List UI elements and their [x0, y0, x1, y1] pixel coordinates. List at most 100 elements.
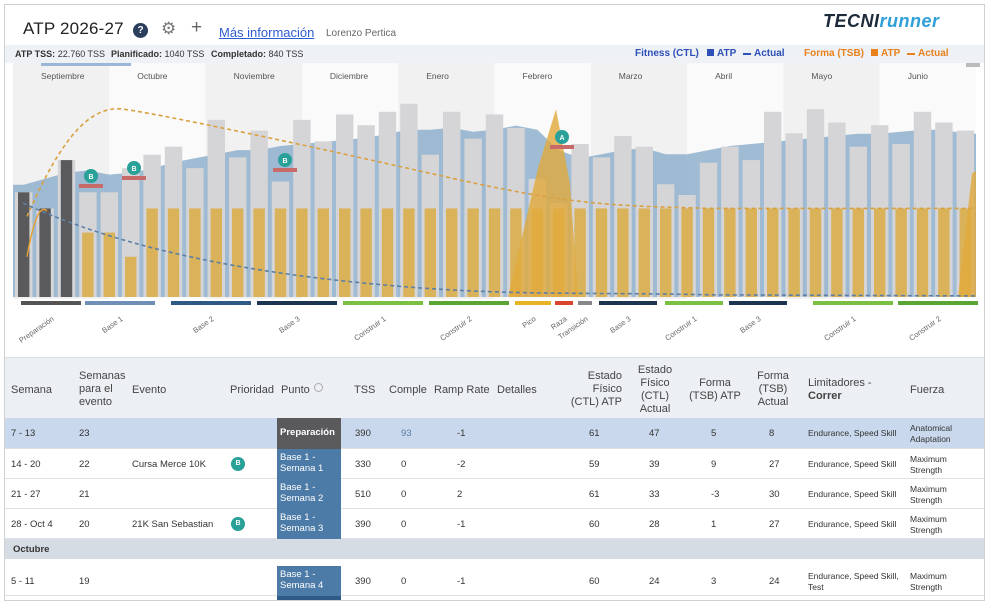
actual-bar — [660, 208, 672, 297]
trophy-icon[interactable]: B — [231, 517, 245, 531]
legend-form-atp-swatch — [871, 49, 878, 56]
stats-bar: ATP TSS: 22.760 TSS Planificado: 1040 TS… — [5, 45, 984, 63]
col-fuerza[interactable]: Fuerza — [910, 384, 945, 396]
cell-weeks: 23 — [79, 428, 90, 439]
form-planned-line — [26, 108, 976, 217]
table-row[interactable]: 21 - 27 21 Base 1 - Semana 2 510 0 2 61 33 -3 30 E… — [5, 479, 984, 509]
current-month-marker — [41, 63, 131, 66]
col-limitadores[interactable]: Limitadores - Correr — [808, 377, 872, 403]
race-marker-bar — [122, 176, 146, 180]
legend-form-atp[interactable]: ATP — [881, 48, 901, 59]
actual-bar — [18, 192, 30, 297]
table-row[interactable]: Base 2 - Endurance, Force, — [5, 596, 984, 601]
actual-bar — [809, 208, 822, 297]
add-icon[interactable]: + — [191, 17, 203, 38]
table-row[interactable]: 5 - 11 19 Base 1 - Semana 4 390 0 -1 60 24 3 24 En… — [5, 566, 984, 596]
col-tsb-actual[interactable]: Forma (TSB) Actual — [757, 370, 789, 408]
actual-bar — [767, 208, 779, 297]
col-semanas-evento[interactable]: Semanas para el evento — [79, 370, 126, 408]
col-ctl-actual[interactable]: Estado Físico (CTL) Actual — [637, 364, 673, 415]
punto-info-icon[interactable] — [314, 383, 323, 392]
month-label: Marzo — [619, 71, 643, 81]
phase-bar — [429, 301, 509, 305]
col-punto[interactable]: Punto — [281, 384, 310, 396]
race-trophy-icon — [127, 161, 141, 175]
cell-evento: Cursa Merce 10K — [132, 459, 206, 470]
phase-label: Preparación — [17, 314, 55, 345]
cell-limitadores: Endurance, Force, — [808, 600, 878, 601]
legend-fitness-actual[interactable]: Actual — [754, 48, 785, 59]
trophy-icon[interactable]: B — [231, 457, 245, 471]
atp-chart[interactable]: Septiembre Octubre Noviembre Diciembre Enero… — [5, 63, 984, 357]
planned-label: Planificado: — [111, 49, 163, 59]
phase-label: Construir 1 — [352, 314, 387, 342]
cell-comple: 93 — [401, 428, 412, 439]
actual-bar — [189, 208, 201, 297]
actual-bar — [617, 208, 629, 297]
phase-label: Construir 1 — [663, 314, 698, 342]
gear-icon[interactable]: ⚙ — [161, 19, 177, 38]
legend-fitness-atp[interactable]: ATP — [717, 48, 737, 59]
col-comple[interactable]: Comple — [389, 384, 427, 396]
cell-tsb-atp: 9 — [711, 459, 717, 470]
phase-bar — [21, 301, 81, 305]
chart-scroll-handle[interactable] — [966, 63, 980, 67]
logo-part-b: runner — [879, 11, 940, 31]
actual-bar — [638, 208, 650, 297]
month-label: Mayo — [811, 71, 832, 81]
actual-bar — [681, 208, 693, 297]
actual-bar — [745, 208, 757, 297]
month-label: Septiembre — [41, 71, 85, 81]
actual-bar — [403, 208, 415, 297]
actual-bar — [253, 208, 265, 297]
col-tss[interactable]: TSS — [354, 384, 376, 396]
actual-bar — [210, 208, 222, 297]
atp-tss-value: 22.760 TSS — [57, 49, 106, 59]
phase-label: Construir 2 — [907, 314, 942, 342]
col-ctl-atp[interactable]: Estado Físico (CTL) ATP — [570, 370, 622, 408]
section-october: Octubre — [5, 539, 984, 559]
legend-form-actual[interactable]: Actual — [918, 48, 949, 59]
month-label: Junio — [908, 71, 929, 81]
cell-ctl-actual: 33 — [649, 489, 660, 500]
cell-punto: Base 1 - Semana 3 — [277, 509, 341, 539]
table-row[interactable]: 7 - 13 23 Preparación 390 93 -1 61 47 5 8 Enduranc… — [5, 418, 984, 449]
table-row[interactable]: 14 - 20 22 Cursa Merce 10K B Base 1 - Semana… — [5, 449, 984, 479]
month-label: Octubre — [137, 71, 168, 81]
planned-value: 1040 TSS — [164, 49, 205, 59]
phase-bar — [343, 301, 423, 305]
legend-fitness[interactable]: Fitness (CTL) — [635, 48, 699, 59]
actual-bar — [317, 208, 329, 297]
cell-weeks: 19 — [79, 576, 90, 587]
actual-bar — [895, 208, 907, 297]
col-ramp[interactable]: Ramp Rate — [434, 384, 490, 396]
actual-bar — [874, 208, 886, 297]
cell-tsb-actual: 30 — [769, 489, 780, 500]
cell-ramp: -1 — [457, 428, 466, 439]
logo-part-a: TECNI — [823, 11, 880, 31]
race-trophy-icon — [84, 169, 98, 183]
cell-tss: 390 — [355, 519, 371, 530]
cell-tsb-actual: 27 — [769, 519, 780, 530]
phase-bar — [578, 301, 592, 305]
table-row[interactable]: 28 - Oct 4 20 21K San Sebastian B Base 1 - S… — [5, 509, 984, 539]
cell-tss: 510 — [355, 489, 371, 500]
col-tsb-atp[interactable]: Forma (TSB) ATP — [689, 377, 741, 402]
race-marker-bar — [273, 168, 297, 172]
cell-semana: 14 - 20 — [11, 459, 41, 470]
more-info-link[interactable]: Más información — [219, 25, 315, 40]
cell-ctl-atp: 60 — [589, 519, 600, 530]
legend-form[interactable]: Forma (TSB) — [804, 48, 864, 59]
col-prioridad[interactable]: Prioridad — [230, 384, 275, 396]
atp-tss-stat: ATP TSS: 22.760 TSS — [15, 49, 105, 59]
cell-ctl-atp: 59 — [589, 459, 600, 470]
cell-limitadores: Endurance, Speed Skill — [808, 519, 897, 529]
phase-bar — [85, 301, 155, 305]
completed-value: 840 TSS — [268, 49, 304, 59]
col-semana[interactable]: Semana — [11, 384, 52, 396]
help-icon[interactable]: ? — [133, 23, 148, 38]
col-detalles[interactable]: Detalles — [497, 384, 537, 396]
cell-punto: Base 1 - Semana 4 — [277, 566, 341, 596]
cell-ctl-actual: 47 — [649, 428, 660, 439]
col-evento[interactable]: Evento — [132, 384, 167, 396]
